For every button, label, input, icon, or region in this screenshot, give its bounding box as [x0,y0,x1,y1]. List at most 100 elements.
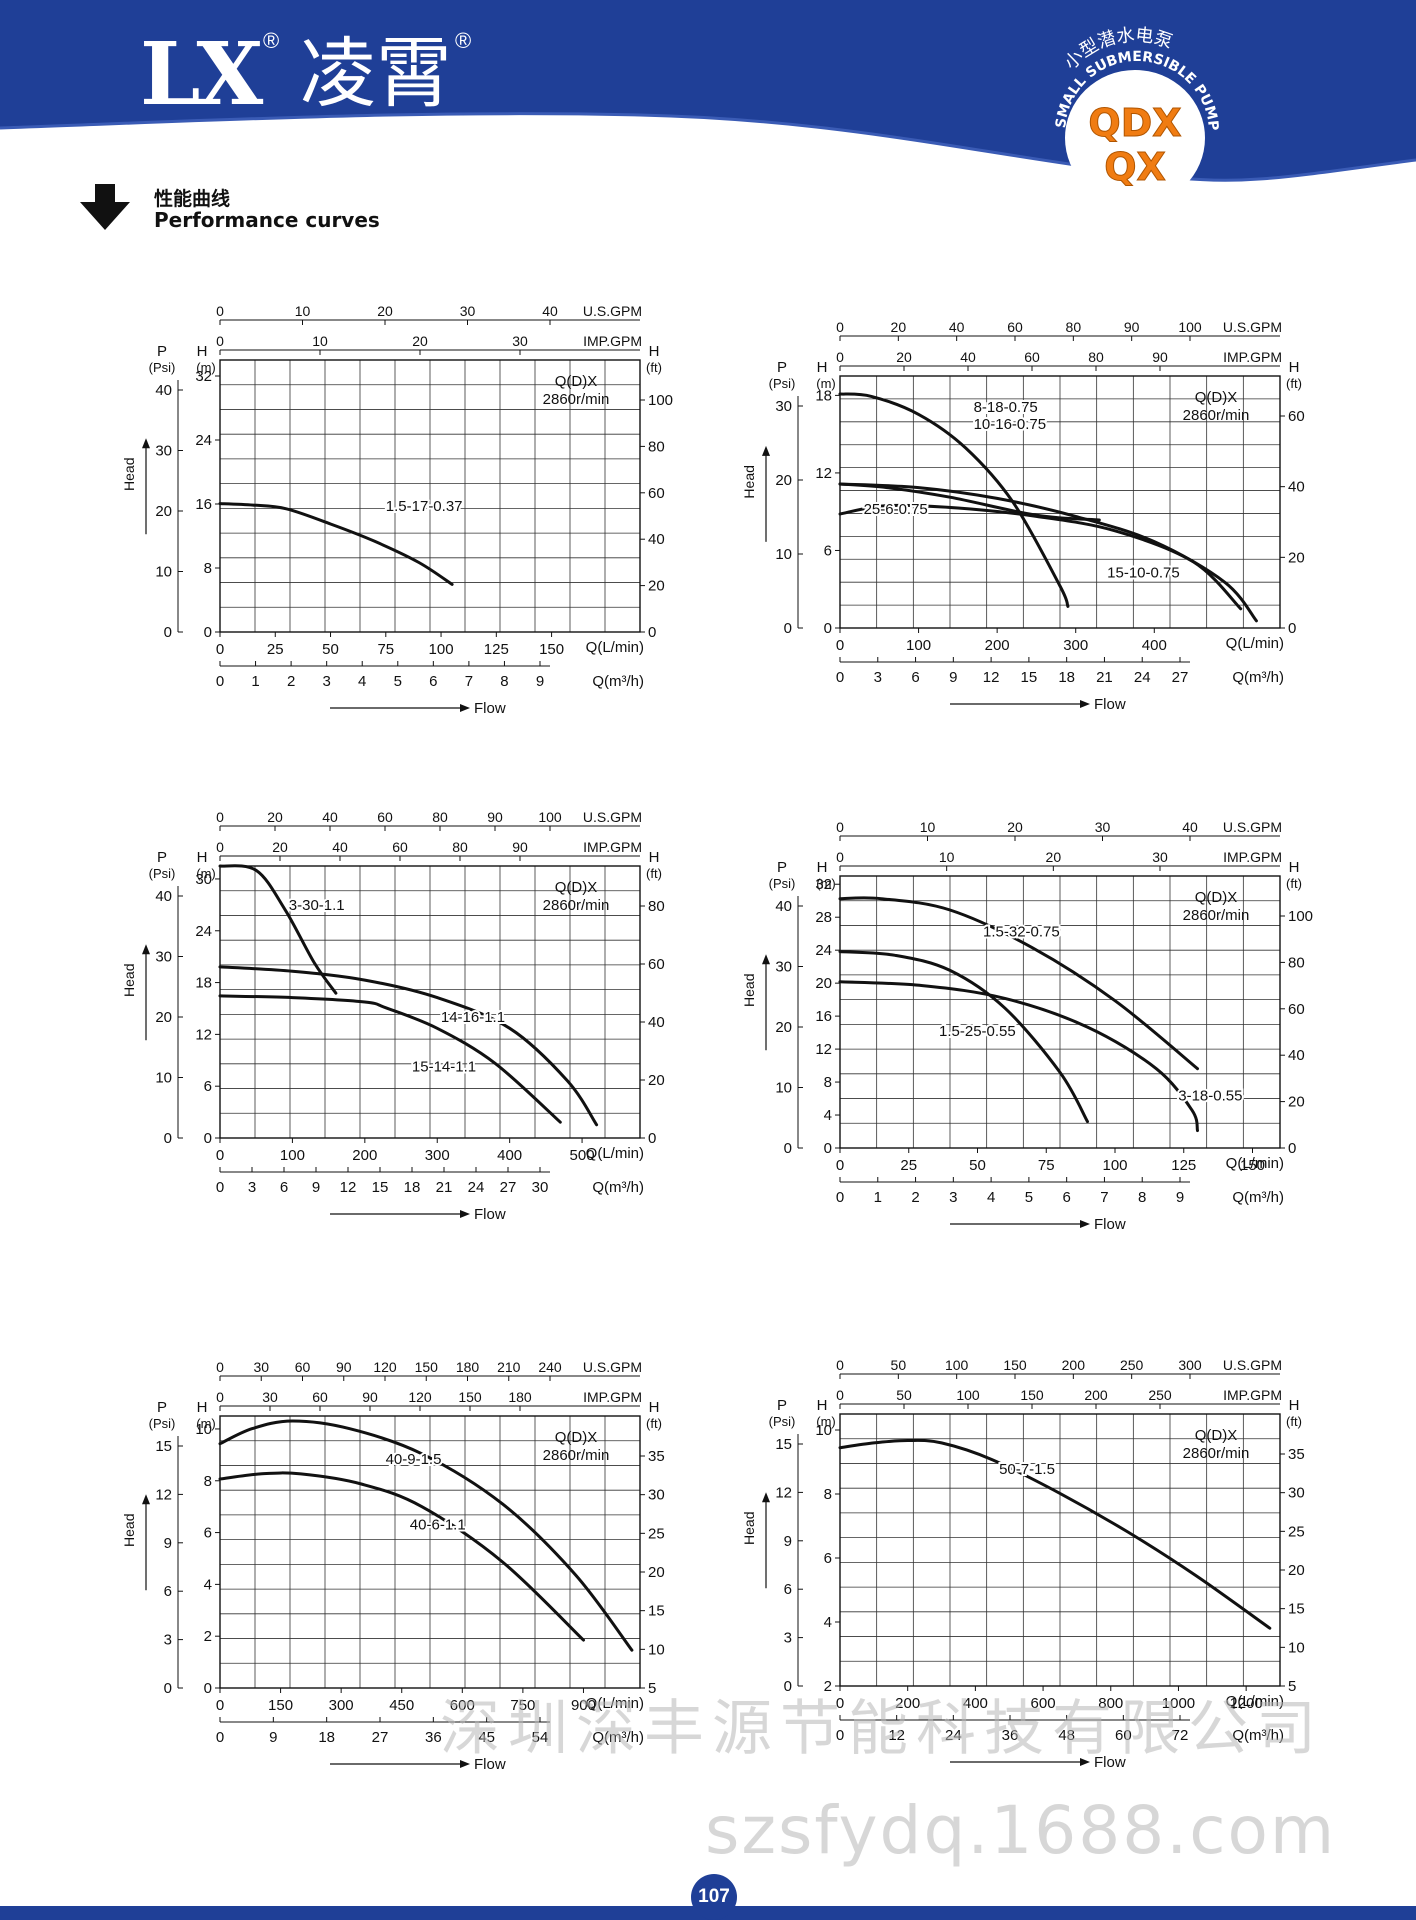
head-ft-tick-label: 10 [648,1641,665,1658]
m3h-tick-label: 6 [1062,1189,1070,1206]
curve-1.5-32-0.75 [838,896,1199,1071]
flow-arrowhead-icon [1080,700,1090,708]
psi-tick-label: 20 [775,472,792,489]
head-ft-axis-unit: (ft) [646,360,662,375]
head-m-tick-label: 12 [815,1041,832,1058]
head-ft-axis-unit: (ft) [1286,876,1302,891]
head-arrowhead-icon [142,1494,150,1505]
bottom-tick-label: 900 [571,1697,596,1714]
curve-label: 1.5-17-0.37 [386,498,463,515]
top-tick-label: 210 [497,1359,521,1375]
header-wave [0,0,1416,182]
psi-axis-unit: (Psi) [769,376,796,391]
head-m-tick-label: 8 [824,1074,832,1091]
m3h-axis-unit-label: Q(m³/h) [1232,1189,1284,1206]
head-ft-axis-title: H [649,849,660,866]
m3h-tick-label: 0 [836,1727,844,1744]
model-label: Q(D)X [1195,389,1238,406]
curve-label: 1.5-25-0.55 [939,1023,1016,1040]
psi-tick-label: 15 [155,1438,172,1455]
bottom-tick-label: 100 [429,641,454,658]
m3h-tick-label: 24 [468,1179,485,1196]
imp-tick-label: 150 [458,1389,482,1405]
m3h-tick-label: 18 [404,1179,421,1196]
m3h-tick-label: 0 [836,669,844,686]
curve-15-14-1.1 [218,994,562,1124]
bottom-tick-label: 200 [352,1147,377,1164]
m3h-tick-label: 24 [1134,669,1151,686]
y-axis-title: Head [121,964,137,997]
imp-tick-label: 180 [508,1389,532,1405]
imp-tick-label: 30 [262,1389,278,1405]
psi-tick-label: 30 [775,398,792,415]
imp-axis-unit-label: IMP.GPM [1223,349,1282,365]
bottom-axis-unit-label: Q(L/min) [586,1695,644,1712]
curve-label: 14-16-1.1 [441,1009,505,1026]
flow-arrowhead-icon [1080,1220,1090,1228]
imp-tick-label: 0 [216,1389,224,1405]
head-m-tick-label: 0 [204,1680,212,1697]
top-axis-unit-label: U.S.GPM [583,809,642,825]
head-m-axis-unit: (m) [816,876,836,891]
top-axis-unit-label: U.S.GPM [583,1359,642,1375]
imp-tick-label: 60 [312,1389,328,1405]
top-axis-unit-label: U.S.GPM [1223,1357,1282,1373]
top-tick-label: 30 [460,303,476,319]
imp-axis-unit-label: IMP.GPM [583,333,642,349]
head-m-tick-label: 24 [195,432,212,449]
bottom-tick-label: 300 [329,1697,354,1714]
flow-arrowhead-icon [460,704,470,712]
head-m-axis-unit: (m) [196,360,216,375]
top-tick-label: 0 [216,809,224,825]
psi-tick-label: 12 [775,1484,792,1501]
head-ft-axis-unit: (ft) [1286,1414,1302,1429]
psi-tick-label: 0 [164,624,172,641]
head-m-tick-label: 18 [815,387,832,404]
head-ft-tick-label: 30 [648,1487,665,1504]
psi-axis-unit: (Psi) [149,1416,176,1431]
top-tick-label: 40 [322,809,338,825]
bottom-tick-label: 100 [280,1147,305,1164]
head-m-tick-label: 18 [195,975,212,992]
bottom-axis-unit-label: Q(L/min) [1226,635,1284,652]
imp-tick-label: 250 [1148,1387,1172,1403]
head-ft-tick-label: 5 [1288,1678,1296,1695]
m3h-tick-label: 4 [358,673,366,690]
bottom-tick-label: 400 [497,1147,522,1164]
m3h-tick-label: 27 [500,1179,517,1196]
head-m-tick-label: 12 [195,1026,212,1043]
psi-axis-unit: (Psi) [149,866,176,881]
head-m-tick-label: 6 [204,1078,212,1095]
curve-15-10-0.75 [838,482,1258,623]
head-ft-tick-label: 40 [1288,1047,1305,1064]
top-tick-label: 60 [1007,319,1023,335]
psi-axis-title: P [157,1399,167,1416]
bottom-axis-unit-label: Q(L/min) [1226,1693,1284,1710]
head-ft-tick-label: 60 [648,956,665,973]
head-ft-tick-label: 20 [1288,549,1305,566]
curve-label: 15-14-1.1 [412,1058,476,1075]
top-tick-label: 0 [216,303,224,319]
imp-tick-label: 60 [1024,349,1040,365]
page-number: 107 [691,1874,737,1920]
curve-label: 25-6-0.75 [864,501,928,518]
head-m-tick-label: 2 [824,1678,832,1695]
top-tick-label: 90 [336,1359,352,1375]
head-ft-axis-title: H [1289,359,1300,376]
bottom-tick-label: 1200 [1229,1695,1262,1712]
top-tick-label: 40 [542,303,558,319]
head-m-axis-title: H [197,1399,208,1416]
head-ft-axis-unit: (ft) [646,1416,662,1431]
psi-axis-title: P [777,859,787,876]
head-arrowhead-icon [762,1492,770,1503]
m3h-tick-label: 3 [949,1189,957,1206]
m3h-tick-label: 45 [478,1729,495,1746]
y-axis-title: Head [741,465,757,498]
section-title-en: Performance curves [154,208,380,232]
speed-label: 2860r/min [1183,1445,1250,1462]
psi-axis-unit: (Psi) [149,360,176,375]
model-label: Q(D)X [1195,889,1238,906]
top-tick-label: 120 [373,1359,397,1375]
